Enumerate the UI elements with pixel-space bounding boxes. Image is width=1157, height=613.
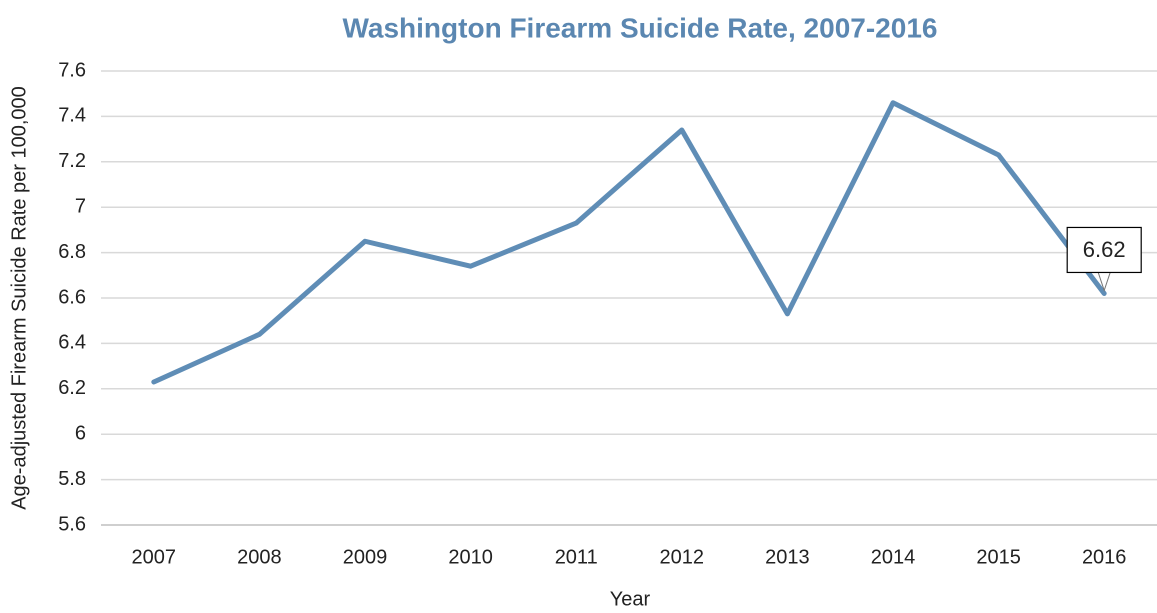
y-tick-label: 7.4 [58,105,86,127]
x-tick-label: 2008 [237,546,282,568]
x-tick-label: 2012 [660,546,705,568]
data-label: 6.62 [1083,237,1126,262]
y-axis-label: Age-adjusted Firearm Suicide Rate per 10… [8,86,30,510]
y-tick-label: 6.4 [58,332,86,354]
y-tick-label: 6 [75,422,86,444]
chart-title: Washington Firearm Suicide Rate, 2007-20… [343,12,938,43]
x-axis-label: Year [610,588,651,610]
y-tick-label: 6.2 [58,377,86,399]
x-tick-label: 2015 [976,546,1021,568]
y-tick-label: 6.6 [58,286,86,308]
callout-box [1066,226,1142,274]
x-tick-label: 2010 [448,546,493,568]
callout-pointer [1097,272,1111,293]
y-tick-label: 7 [75,195,86,217]
x-tick-label: 2013 [765,546,810,568]
y-tick-label: 5.8 [58,468,86,490]
x-tick-label: 2014 [871,546,916,568]
x-tick-label: 2011 [555,546,598,568]
y-tick-label: 5.6 [58,513,86,535]
y-tick-label: 6.8 [58,241,86,263]
y-tick-label: 7.2 [58,150,86,172]
x-tick-label: 2016 [1082,546,1127,568]
x-tick-label: 2007 [132,546,177,568]
data-line [151,100,1107,385]
x-tick-label: 2009 [343,546,388,568]
y-tick-label: 7.6 [58,59,86,81]
